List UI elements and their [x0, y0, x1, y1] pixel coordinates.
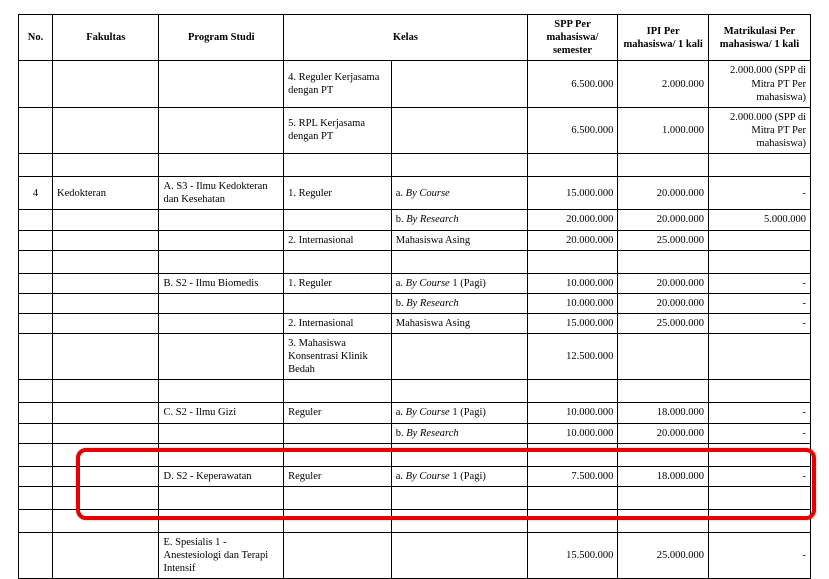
col-program: Program Studi	[159, 15, 284, 61]
ipi-cell: 20.000.000	[618, 293, 709, 313]
program-cell: D. S2 - Keperawatan	[159, 466, 284, 486]
table-row: 2. Internasional Mahasiswa Asing 15.000.…	[19, 313, 811, 333]
program-cell: C. S2 - Ilmu Gizi	[159, 403, 284, 423]
mat-cell: 5.000.000	[708, 210, 810, 230]
table-row: 5. RPL Kerjasama dengan PT 6.500.000 1.0…	[19, 107, 811, 153]
kelas2-cell: b. By Research	[391, 423, 527, 443]
kelas1-cell: 2. Internasional	[284, 230, 392, 250]
program-cell: A. S3 - Ilmu Kedokteran dan Kesehatan	[159, 177, 284, 210]
ipi-cell: 18.000.000	[618, 466, 709, 486]
col-matrikulasi: Matrikulasi Per mahasiswa/ 1 kali	[708, 15, 810, 61]
kelas2-cell: a. By Course 1 (Pagi)	[391, 466, 527, 486]
mat-cell: -	[708, 273, 810, 293]
no-cell: 4	[19, 177, 53, 210]
spp-cell: 7.500.000	[527, 466, 618, 486]
ipi-cell: 20.000.000	[618, 423, 709, 443]
spp-cell: 6.500.000	[527, 61, 618, 107]
table-row-empty	[19, 443, 811, 466]
table-row-empty	[19, 380, 811, 403]
kelas2-cell: a. By Course 1 (Pagi)	[391, 403, 527, 423]
program-cell: E. Spesialis 1 - Anestesiologi dan Terap…	[159, 532, 284, 578]
spp-cell: 15.500.000	[527, 532, 618, 578]
kelas2-cell: a. By Course	[391, 177, 527, 210]
col-no: No.	[19, 15, 53, 61]
ipi-cell: 25.000.000	[618, 313, 709, 333]
mat-cell: 2.000.000 (SPP di Mitra PT Per mahasiswa…	[708, 61, 810, 107]
mat-cell: -	[708, 403, 810, 423]
kelas2-cell: Mahasiswa Asing	[391, 313, 527, 333]
spp-cell: 10.000.000	[527, 403, 618, 423]
mat-cell: -	[708, 313, 810, 333]
table-row-obscured	[19, 486, 811, 509]
spp-cell: 12.500.000	[527, 334, 618, 380]
ipi-cell: 1.000.000	[618, 107, 709, 153]
kelas1-cell: Reguler	[284, 403, 392, 423]
mat-cell: -	[708, 293, 810, 313]
spp-cell: 20.000.000	[527, 210, 618, 230]
spp-cell: 6.500.000	[527, 107, 618, 153]
fee-table: No. Fakultas Program Studi Kelas SPP Per…	[18, 14, 811, 579]
ipi-cell: 25.000.000	[618, 532, 709, 578]
kelas2-cell: b. By Research	[391, 210, 527, 230]
mat-cell: -	[708, 532, 810, 578]
mat-cell: 2.000.000 (SPP di Mitra PT Per mahasiswa…	[708, 107, 810, 153]
spp-cell: 20.000.000	[527, 230, 618, 250]
spp-cell: 10.000.000	[527, 273, 618, 293]
spp-cell: 15.000.000	[527, 177, 618, 210]
ipi-cell: 20.000.000	[618, 210, 709, 230]
fakultas-cell: Kedokteran	[52, 177, 159, 210]
table-row: C. S2 - Ilmu Gizi Reguler a. By Course 1…	[19, 403, 811, 423]
kelas1-cell: Reguler	[284, 466, 392, 486]
table-row: 2. Internasional Mahasiswa Asing 20.000.…	[19, 230, 811, 250]
kelas-cell: 5. RPL Kerjasama dengan PT	[284, 107, 392, 153]
table-row: b. By Research 20.000.000 20.000.000 5.0…	[19, 210, 811, 230]
spp-cell: 10.000.000	[527, 293, 618, 313]
kelas-cell: 4. Reguler Kerjasama dengan PT	[284, 61, 392, 107]
kelas2-cell: Mahasiswa Asing	[391, 230, 527, 250]
spp-cell: 15.000.000	[527, 313, 618, 333]
spp-cell: 10.000.000	[527, 423, 618, 443]
table-row: 4. Reguler Kerjasama dengan PT 6.500.000…	[19, 61, 811, 107]
kelas1-cell: 1. Reguler	[284, 273, 392, 293]
table-row: B. S2 - Ilmu Biomedis 1. Reguler a. By C…	[19, 273, 811, 293]
document-page: No. Fakultas Program Studi Kelas SPP Per…	[0, 0, 829, 529]
ipi-cell: 2.000.000	[618, 61, 709, 107]
col-fakultas: Fakultas	[52, 15, 159, 61]
table-row: b. By Research 10.000.000 20.000.000 -	[19, 423, 811, 443]
col-ipi: IPI Per mahasiswa/ 1 kali	[618, 15, 709, 61]
col-kelas: Kelas	[284, 15, 528, 61]
table-row: 3. Mahasiswa Konsentrasi Klinik Bedah 12…	[19, 334, 811, 380]
table-row: D. S2 - Keperawatan Reguler a. By Course…	[19, 466, 811, 486]
ipi-cell: 20.000.000	[618, 177, 709, 210]
mat-cell: -	[708, 466, 810, 486]
ipi-cell: 20.000.000	[618, 273, 709, 293]
mat-cell: -	[708, 423, 810, 443]
kelas1-cell: 1. Reguler	[284, 177, 392, 210]
kelas1-cell: 3. Mahasiswa Konsentrasi Klinik Bedah	[284, 334, 392, 380]
table-row: 4 Kedokteran A. S3 - Ilmu Kedokteran dan…	[19, 177, 811, 210]
mat-cell: -	[708, 177, 810, 210]
table-header-row: No. Fakultas Program Studi Kelas SPP Per…	[19, 15, 811, 61]
col-spp: SPP Per mahasiswa/ semester	[527, 15, 618, 61]
kelas2-cell: a. By Course 1 (Pagi)	[391, 273, 527, 293]
kelas1-cell: 2. Internasional	[284, 313, 392, 333]
kelas2-cell: b. By Research	[391, 293, 527, 313]
ipi-cell: 18.000.000	[618, 403, 709, 423]
program-cell: B. S2 - Ilmu Biomedis	[159, 273, 284, 293]
table-row-highlighted: E. Spesialis 1 - Anestesiologi dan Terap…	[19, 532, 811, 578]
table-row-empty	[19, 250, 811, 273]
table-row: b. By Research 10.000.000 20.000.000 -	[19, 293, 811, 313]
table-row-empty	[19, 154, 811, 177]
ipi-cell: 25.000.000	[618, 230, 709, 250]
